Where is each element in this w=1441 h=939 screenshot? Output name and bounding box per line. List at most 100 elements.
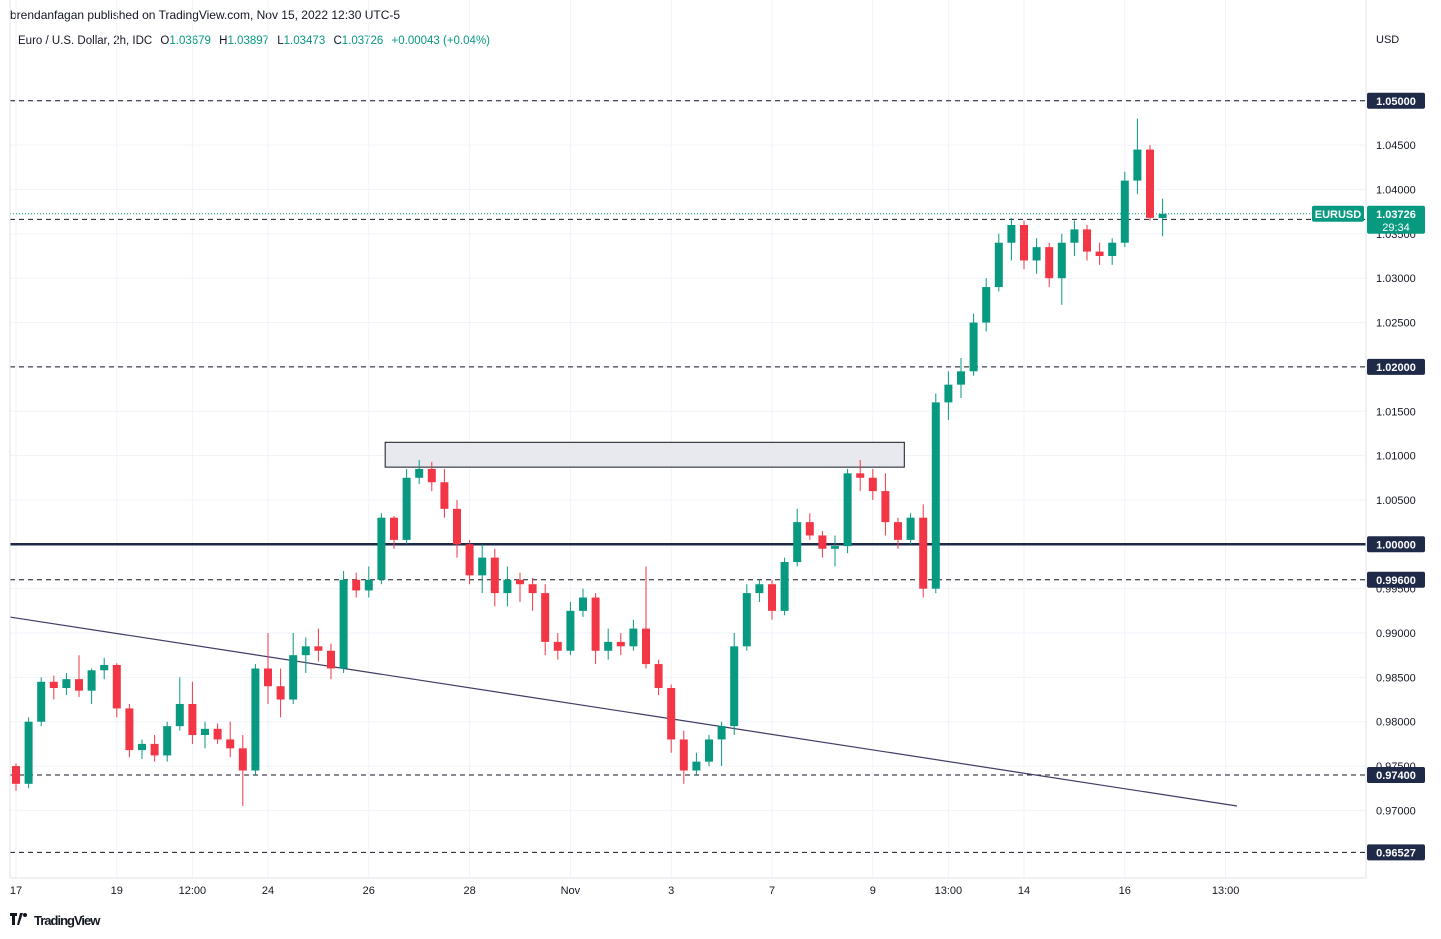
y-tick-label: 0.98500 <box>1376 672 1416 684</box>
y-tick-label: 0.99000 <box>1376 628 1416 640</box>
candle-body-down <box>352 579 361 591</box>
candles-layer <box>12 118 1167 806</box>
current-price-label: 1.03726 <box>1376 209 1416 221</box>
candle-body-down <box>314 646 323 651</box>
candle-body-up <box>1158 213 1167 218</box>
candle-body-up <box>87 670 96 691</box>
candle-body-down <box>490 557 499 594</box>
level-price-label: 0.97400 <box>1376 770 1416 782</box>
candle-body-up <box>301 646 310 656</box>
y-tick-label: 1.02500 <box>1376 318 1416 330</box>
candle-body-down <box>591 597 600 651</box>
candle-body-up <box>364 579 373 591</box>
candle-body-up <box>402 477 411 540</box>
change-value: +0.00043 (+0.04%) <box>391 35 490 47</box>
candle-body-down <box>49 681 58 689</box>
x-tick-label: Nov <box>561 885 581 897</box>
candle-body-down <box>465 544 474 576</box>
candle-body-down <box>226 739 235 749</box>
low-label: L <box>277 35 284 47</box>
symbol-title: Euro / U.S. Dollar, 2h, IDC <box>18 35 153 47</box>
x-tick-label: 14 <box>1018 885 1030 897</box>
candle-body-up <box>604 641 613 651</box>
candle-body-down <box>894 522 902 540</box>
candle-body-down <box>868 477 877 492</box>
candle-body-down <box>642 628 650 665</box>
publisher-line: brendanfagan published on TradingView.co… <box>10 8 401 22</box>
candle-body-up <box>138 743 146 751</box>
x-tick-label: 19 <box>111 885 123 897</box>
candle-body-up <box>1070 229 1079 243</box>
x-tick-label: 7 <box>769 885 775 897</box>
candle-body-down <box>881 491 890 523</box>
candle-body-up <box>201 728 209 736</box>
candle-body-up <box>780 562 789 611</box>
candle-body-up <box>62 679 71 689</box>
candle-body-down <box>213 728 222 740</box>
candle-body-down <box>12 766 20 784</box>
candle-body-down <box>1045 247 1054 279</box>
candle-body-down <box>541 593 550 642</box>
candle-body-down <box>654 664 663 689</box>
candle-body-down <box>667 688 676 740</box>
candle-body-up <box>906 517 915 540</box>
candle-body-up <box>944 384 953 403</box>
candle-body-up <box>24 721 33 784</box>
y-tick-label: 1.01500 <box>1376 406 1416 418</box>
ohlc-legend: Euro / U.S. Dollar, 2h, IDC O1.03679 H1.… <box>18 35 490 47</box>
y-tick-label: 0.98000 <box>1376 717 1416 729</box>
candle-body-down <box>264 668 272 687</box>
candle-body-down <box>188 703 197 736</box>
candle-body-down <box>818 535 827 549</box>
candle-body-down <box>1095 251 1104 257</box>
low-value: 1.03473 <box>283 35 326 47</box>
candle-body-up <box>931 402 940 589</box>
candle-body-down <box>1020 224 1028 261</box>
candle-body-up <box>982 287 991 323</box>
x-tick-label: 9 <box>870 885 876 897</box>
level-price-tag <box>1367 536 1425 553</box>
candle-body-down <box>150 743 159 756</box>
candle-body-down <box>553 641 562 651</box>
candle-body-up <box>957 371 965 385</box>
candle-body-up <box>339 579 348 669</box>
candle-body-up <box>793 522 802 563</box>
x-tick-label: 12:00 <box>179 885 207 897</box>
level-price-label: 1.05000 <box>1376 96 1416 108</box>
candle-body-up <box>163 726 172 756</box>
candle-body-up <box>415 468 424 478</box>
candle-body-down <box>805 522 814 536</box>
candle-body-down <box>516 579 524 585</box>
level-price-tag <box>1367 571 1425 588</box>
close-value: 1.03726 <box>341 35 384 47</box>
bar-countdown-label: 29:34 <box>1382 222 1410 234</box>
x-tick-label: 13:00 <box>935 885 963 897</box>
candle-body-down <box>276 686 285 700</box>
tradingview-logo-icon <box>10 913 30 928</box>
candle-body-up <box>1133 149 1142 181</box>
grid-lines <box>10 0 1366 878</box>
candle-body-up <box>969 322 978 372</box>
y-tick-label: 1.04500 <box>1376 140 1416 152</box>
level-price-tag <box>1367 92 1425 109</box>
level-price-label: 1.00000 <box>1376 539 1416 551</box>
trendline <box>9 616 1238 807</box>
candle-body-down <box>453 508 461 545</box>
candle-body-up <box>289 655 298 700</box>
candle-body-up <box>251 668 260 771</box>
candle-body-up <box>692 761 701 771</box>
candle-body-up <box>705 739 713 762</box>
candle-body-down <box>856 473 865 478</box>
candle-body-up <box>37 681 46 722</box>
candle-body-down <box>112 664 121 709</box>
x-tick-label: 28 <box>463 885 475 897</box>
candle-body-down <box>427 468 436 483</box>
footer: TradingView <box>10 913 100 928</box>
level-price-tag <box>1367 844 1425 861</box>
resistance-zone <box>384 441 905 468</box>
candle-body-up <box>100 664 109 671</box>
candle-body-up <box>1057 242 1066 279</box>
current-price-tag <box>1367 205 1425 234</box>
